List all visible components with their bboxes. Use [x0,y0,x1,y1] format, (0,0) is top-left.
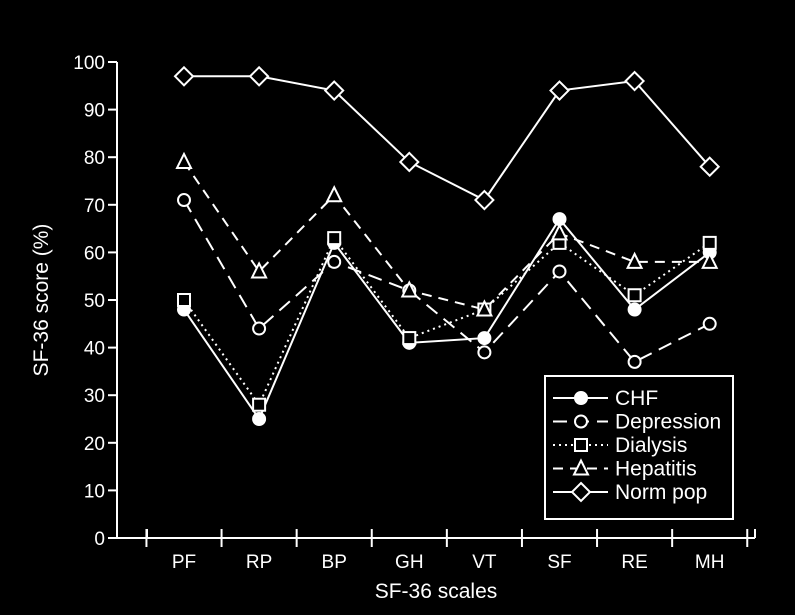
y-tick-label: 50 [84,291,105,312]
data-point-chf [252,412,267,426]
data-point-chf [477,331,492,346]
x-tick-label: MH [695,552,725,573]
legend-label-hepatitis: Hepatitis [615,458,697,481]
axes: SF-36 scales SF-36 score (%) [30,62,755,603]
data-point-hepatitis [400,280,418,298]
data-point-norm-pop [699,156,721,178]
series-line-norm-pop [184,75,711,202]
x-tick-label: GH [395,552,424,573]
y-tick-label: 10 [84,481,105,502]
data-point-depression [627,354,642,369]
data-point-dialysis [252,397,267,412]
data-point-hepatitis [625,251,644,269]
y-tick-label: 70 [84,196,105,217]
y-tick-label: 20 [84,434,105,455]
series-lines [183,75,711,422]
ticks: 0 10 20 30 40 50 60 70 80 90 100 PF RP BP GH VT SF RE MH [73,53,756,573]
data-point-depression [702,316,717,331]
x-tick-label: BP [322,552,347,573]
data-point-dialysis [327,231,342,246]
x-tick-label: SF [547,552,571,573]
data-point-hepatitis [550,223,569,241]
data-point-norm-pop [473,189,495,211]
data-point-hepatitis [175,151,193,169]
data-point-depression [552,264,567,279]
data-point-depression [327,254,342,269]
data-point-depression [252,321,267,336]
y-tick-label: 40 [84,339,105,360]
data-point-dialysis [177,293,191,307]
data-point-norm-pop [248,65,270,87]
data-point-hepatitis [475,299,494,317]
series-markers [173,65,721,426]
legend-marker-dialysis [574,438,588,452]
data-point-dialysis [627,288,642,303]
data-point-dialysis [702,235,717,250]
x-tick-label: RP [246,552,272,573]
y-axis-title: SF-36 score (%) [30,224,53,377]
series-line-chf [183,217,711,422]
data-point-depression [477,345,492,360]
x-tick-label: VT [472,552,497,573]
data-point-norm-pop [323,80,345,101]
y-tick-label: 0 [94,529,105,550]
legend-marker-chf [574,391,588,405]
data-point-dialysis [402,331,417,346]
legend-label-dialysis: Dialysis [615,434,687,457]
legend-marker-norm-pop [570,481,592,503]
data-point-norm-pop [624,70,646,92]
x-axis-title: SF-36 scales [375,580,498,603]
y-tick-label: 100 [73,53,105,74]
legend-label-norm-pop: Norm pop [615,481,707,504]
legend-label-depression: Depression [615,411,721,434]
legend-marker-hepatitis [572,458,590,476]
y-tick-label: 80 [84,148,105,169]
data-point-norm-pop [549,80,570,101]
data-point-hepatitis [250,261,268,279]
data-point-chf [627,302,642,317]
y-tick-label: 60 [84,243,105,264]
data-point-hepatitis [325,185,343,203]
y-tick-label: 30 [84,386,105,407]
data-point-norm-pop [398,151,420,173]
legend-marker-depression [574,414,588,429]
y-tick-label: 90 [84,101,105,122]
data-point-norm-pop [173,65,195,87]
data-point-hepatitis [701,251,719,269]
legend-label-chf: CHF [615,387,658,410]
series-line-hepatitis [183,161,710,311]
x-tick-label: RE [621,552,647,573]
series-line-depression [183,199,711,364]
x-tick-label: PF [172,552,196,573]
data-point-depression [177,193,191,208]
